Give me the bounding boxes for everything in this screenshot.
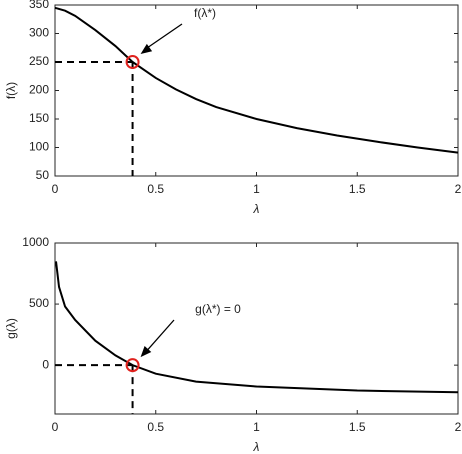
- y-tick-label: 200: [29, 83, 49, 97]
- y-axis-label: g(λ): [4, 318, 18, 339]
- x-tick-label: 0: [52, 420, 59, 434]
- y-tick-label: 250: [29, 54, 49, 68]
- x-tick-label: 2: [455, 182, 462, 196]
- axes-box: [54, 4, 459, 177]
- y-tick-label: 300: [29, 26, 49, 40]
- y-tick-label: 50: [36, 168, 50, 182]
- x-tick-label: 0: [52, 182, 59, 196]
- annotation-arrow: [145, 23, 183, 50]
- arrow-head: [140, 345, 152, 358]
- x-tick-label: 1.5: [349, 420, 366, 434]
- x-tick-label: 2: [455, 420, 462, 434]
- annotation: f(λ*): [194, 6, 216, 20]
- x-tick-label: 0.5: [147, 420, 164, 434]
- marker: [125, 358, 140, 373]
- data-line: [54, 6, 459, 154]
- annotation-arrow: [145, 319, 175, 353]
- annotation: g(λ*) = 0: [195, 302, 241, 316]
- y-axis-label: f(λ): [4, 82, 18, 99]
- marker: [125, 55, 140, 69]
- y-tick-label: 1000: [22, 235, 49, 249]
- y-tick-label: 100: [29, 140, 49, 154]
- y-tick-label: 0: [42, 357, 49, 371]
- data-line: [55, 261, 459, 394]
- x-axis-label: λ: [253, 202, 260, 216]
- x-tick-label: 1: [253, 420, 260, 434]
- x-axis-label: λ: [253, 440, 260, 454]
- y-tick-label: 150: [29, 111, 49, 125]
- arrow-head: [140, 43, 153, 54]
- axes-box: [54, 242, 459, 415]
- x-tick-label: 0.5: [147, 182, 164, 196]
- x-tick-label: 1.5: [349, 182, 366, 196]
- x-tick-label: 1: [253, 182, 260, 196]
- y-tick-label: 500: [29, 296, 49, 310]
- y-tick-label: 350: [29, 0, 49, 11]
